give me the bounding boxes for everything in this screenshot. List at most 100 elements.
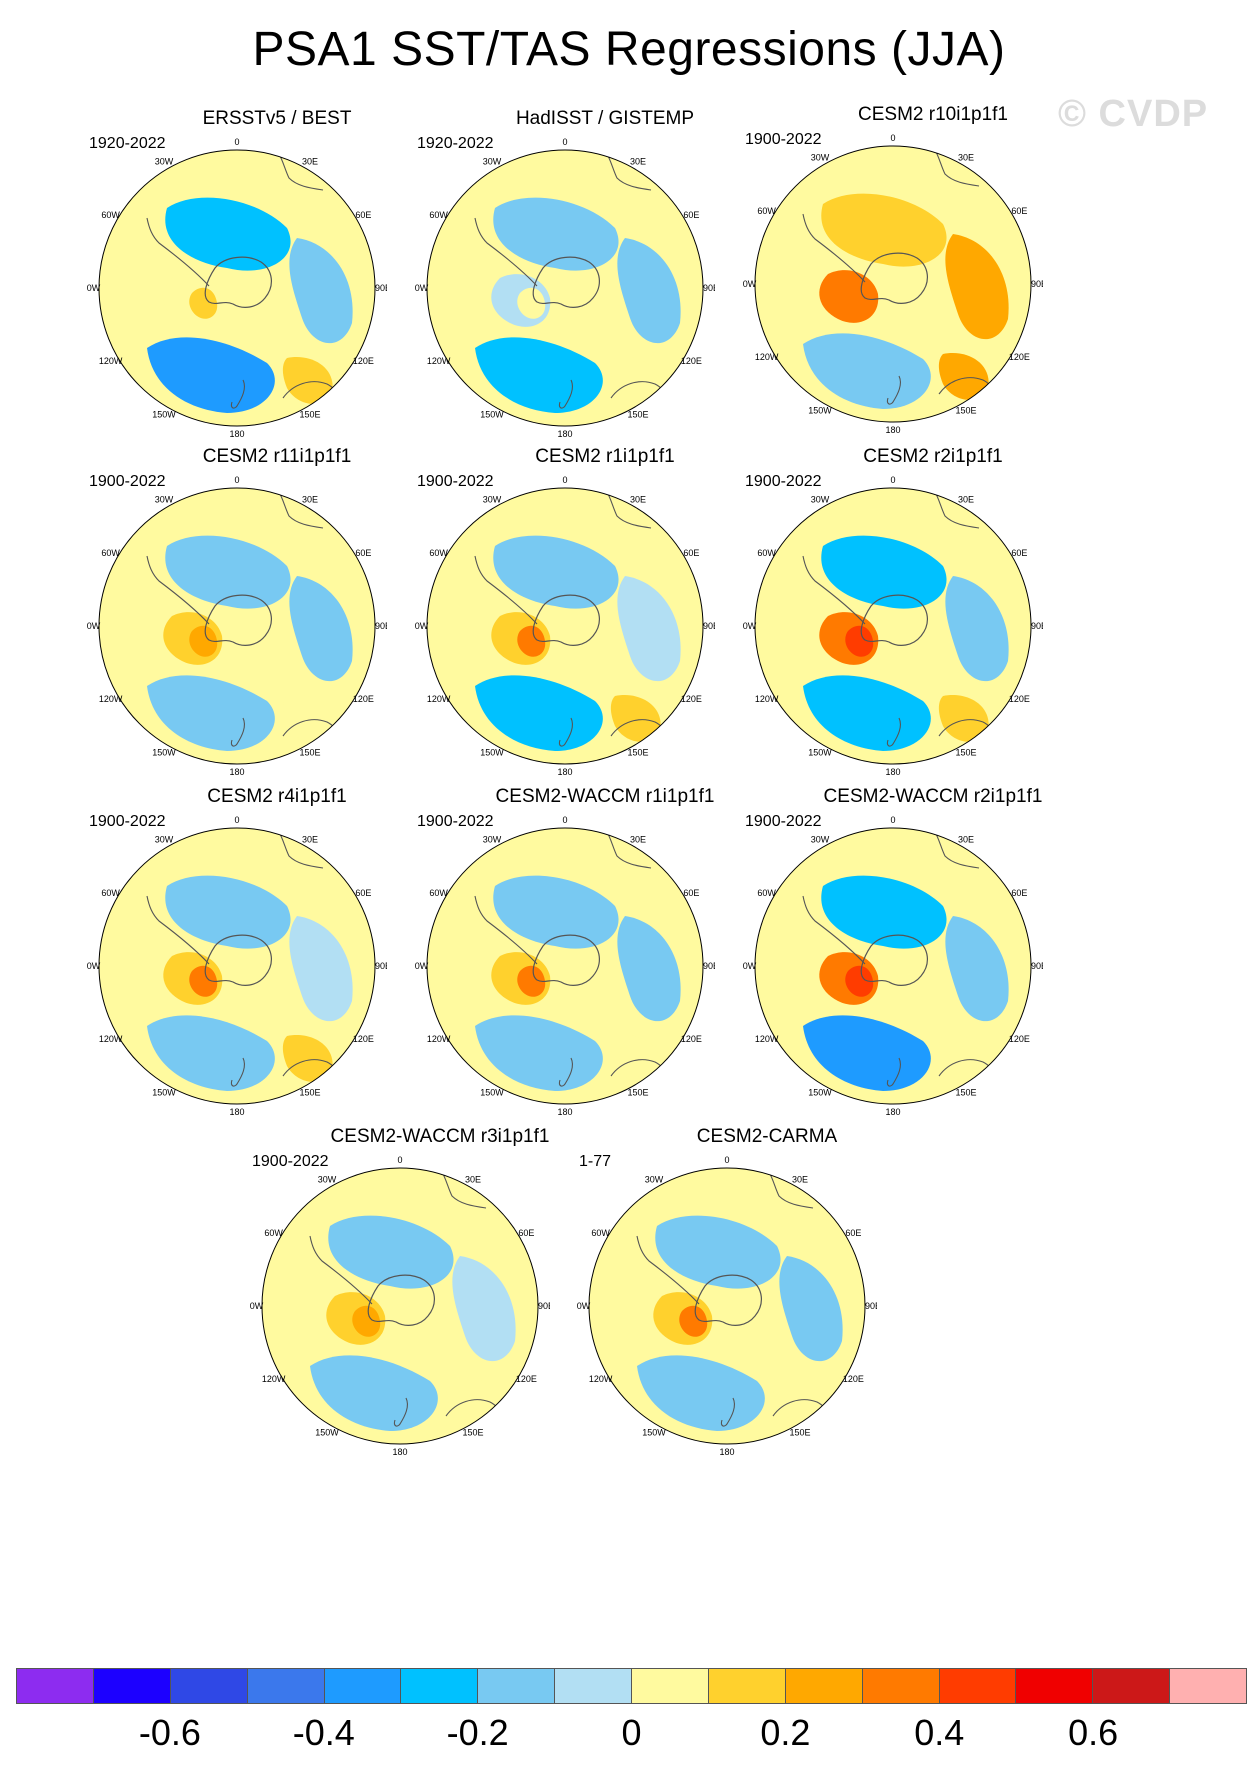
longitude-label: 180 xyxy=(557,429,572,438)
colorbar-tick-label: -0.2 xyxy=(446,1712,509,1753)
map-panel: CESM2 r10i1p1f1 1900-2022 0 30E 60E 90E 120E 15… xyxy=(743,104,1113,484)
colorbar-box xyxy=(632,1669,709,1703)
colorbar-box xyxy=(708,1669,786,1703)
polar-map: 0 30E 60E 90E 120E 150E 180 150W 120W 90W 60W 30W xyxy=(415,476,715,776)
longitude-label: 0 xyxy=(234,138,239,147)
antarctica-coastline xyxy=(532,934,600,986)
south-atlantic-region xyxy=(821,875,947,949)
new-zealand-coastline xyxy=(558,717,574,747)
panel-title: HadISST / GISTEMP xyxy=(515,108,695,129)
longitude-label: 90W xyxy=(743,621,757,631)
south-atlantic-region xyxy=(493,535,619,609)
map-panel: HadISST / GISTEMP 1920-2022 0 30E 60E 90E 120E… xyxy=(415,108,785,488)
panel-period: 1900-2022 xyxy=(745,131,822,148)
panel-period: 1900-2022 xyxy=(745,473,822,490)
south-america-coastline xyxy=(309,1235,373,1305)
map-boundary xyxy=(588,1167,866,1445)
longitude-label: 90W xyxy=(87,283,101,293)
south-america-coastline xyxy=(474,555,538,625)
tasman-region xyxy=(610,357,661,404)
antarctica-coastline xyxy=(694,1274,762,1326)
map-boundary xyxy=(754,487,1032,765)
colorbar-box xyxy=(555,1669,632,1703)
south-america-coastline xyxy=(474,217,538,287)
longitude-label: 60E xyxy=(683,548,699,558)
longitude-label: 0 xyxy=(397,1156,402,1165)
south-america-coastline xyxy=(802,555,866,625)
indian-ocean-region xyxy=(617,238,681,344)
longitude-label: 90E xyxy=(1031,961,1043,971)
new-zealand-coastline xyxy=(230,379,246,409)
longitude-label: 30E xyxy=(958,153,974,163)
map-panel: CESM2 r4i1p1f1 1900-2022 0 30E 60E 90E 120E 150… xyxy=(87,786,457,1166)
indian-ocean-region xyxy=(289,576,353,682)
tasman-region xyxy=(772,1375,823,1422)
colorbar-box xyxy=(939,1669,1017,1703)
longitude-label: 150E xyxy=(299,409,320,419)
map-panel: CESM2 r2i1p1f1 1900-2022 0 30E 60E 90E 120E 150… xyxy=(743,446,1113,826)
antarctica-coastline xyxy=(367,1274,435,1326)
polar-map: 0 30E 60E 90E 120E 150E 180 150W 120W 90W 60W 30W xyxy=(743,134,1043,434)
panel-title: CESM2 r11i1p1f1 xyxy=(202,446,352,467)
longitude-label: 90E xyxy=(375,621,387,631)
longitude-label: 30W xyxy=(645,1175,664,1185)
map-boundary xyxy=(98,827,376,1105)
new-zealand-coastline xyxy=(393,1397,409,1427)
antarctica-coastline xyxy=(204,256,272,308)
longitude-label: 180 xyxy=(229,767,244,776)
longitude-label: 60E xyxy=(683,888,699,898)
longitude-label: 120W xyxy=(99,356,123,366)
panel-period: 1-77 xyxy=(579,1153,612,1170)
longitude-label: 150W xyxy=(152,747,176,757)
africa-coastline xyxy=(276,488,324,529)
longitude-label: 150E xyxy=(627,747,648,757)
longitude-label: 120E xyxy=(843,1374,864,1384)
south-america-coastline xyxy=(802,213,866,283)
colorbar-tick-label: 0 xyxy=(621,1712,642,1753)
colorbar-box xyxy=(1016,1669,1094,1703)
map-panel: ERSSTv5 / BEST 1920-2022 0 30E 60E 90E 120E 150… xyxy=(87,108,457,488)
new-zealand-coastline xyxy=(886,1057,902,1087)
panel-title: CESM2 r4i1p1f1 xyxy=(207,786,347,807)
longitude-label: 60W xyxy=(429,548,448,558)
longitude-label: 150E xyxy=(955,405,976,415)
africa-coastline xyxy=(439,1168,487,1209)
colorbar-tick-label: -0.6 xyxy=(138,1712,201,1753)
longitude-label: 120E xyxy=(681,1034,702,1044)
tasman-region xyxy=(610,695,661,742)
longitude-label: 30W xyxy=(483,835,502,845)
longitude-label: 60E xyxy=(355,210,371,220)
cvdp-watermark: © CVDP xyxy=(1058,93,1209,135)
indian-ocean-region xyxy=(289,916,353,1022)
tasman-region xyxy=(938,1035,989,1082)
longitude-label: 180 xyxy=(719,1447,734,1456)
longitude-label: 60E xyxy=(683,210,699,220)
longitude-label: 150E xyxy=(299,1087,320,1097)
colorbar-box xyxy=(785,1669,863,1703)
longitude-label: 90E xyxy=(703,961,715,971)
longitude-label: 150E xyxy=(955,1087,976,1097)
antarctica-coastline xyxy=(204,594,272,646)
indian-ocean-region xyxy=(945,916,1009,1022)
longitude-label: 30E xyxy=(630,835,646,845)
tasman-region xyxy=(282,357,333,404)
antarctica-coastline xyxy=(860,934,928,986)
map-boundary xyxy=(754,827,1032,1105)
longitude-label: 30W xyxy=(155,157,174,167)
indian-ocean-region xyxy=(945,234,1009,340)
longitude-label: 90W xyxy=(87,961,101,971)
panel-title: ERSSTv5 / BEST xyxy=(202,108,352,129)
indian-ocean-region xyxy=(617,916,681,1022)
longitude-label: 150E xyxy=(789,1427,810,1437)
map-boundary xyxy=(426,487,704,765)
longitude-label: 120W xyxy=(755,352,779,362)
longitude-label: 30W xyxy=(811,495,830,505)
longitude-label: 150E xyxy=(627,1087,648,1097)
ross-sea-region xyxy=(845,625,874,657)
indian-ocean-region xyxy=(289,238,353,344)
map-boundary xyxy=(426,827,704,1105)
panel-title: CESM2 r1i1p1f1 xyxy=(535,446,675,467)
south-atlantic-region xyxy=(165,875,291,949)
longitude-label: 30W xyxy=(483,495,502,505)
